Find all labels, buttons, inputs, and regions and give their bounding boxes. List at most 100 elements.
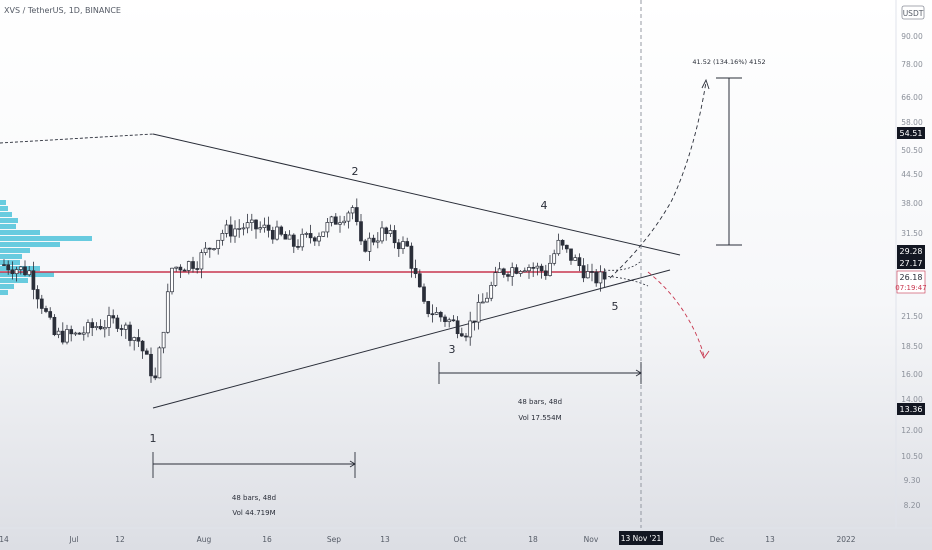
- candle-up: [249, 219, 254, 223]
- candle-up: [18, 266, 23, 270]
- candle-down: [98, 326, 103, 330]
- date-range-1[interactable]: [152, 452, 356, 478]
- candle-up: [73, 332, 78, 335]
- candle-down: [451, 319, 456, 322]
- currency-badge[interactable]: USDT: [903, 9, 924, 18]
- candle-down: [560, 239, 565, 246]
- svg-text:07:19:47: 07:19:47: [895, 284, 926, 292]
- range2-bars-label: 48 bars, 48d: [518, 398, 562, 406]
- candle-down: [405, 241, 410, 247]
- svg-text:13.36: 13.36: [900, 405, 923, 414]
- price-tick-label: 50.50: [901, 146, 923, 155]
- candle-down: [270, 230, 275, 240]
- candle-down: [6, 264, 11, 271]
- candle-down: [48, 311, 53, 318]
- bullish-projection-path[interactable]: [609, 81, 707, 279]
- descending-resistance-line[interactable]: [152, 133, 681, 256]
- candle-down: [2, 264, 6, 266]
- price-tick-label: 9.30: [904, 476, 921, 485]
- candle-up: [598, 271, 603, 284]
- candle-up: [233, 228, 237, 237]
- candle-up: [447, 319, 452, 323]
- wave-label-3: 3: [449, 343, 456, 356]
- currency-badge-box[interactable]: [901, 5, 925, 20]
- date-range-2[interactable]: [438, 362, 642, 384]
- time-tick-label: 18: [528, 535, 538, 544]
- wave-label-1: 1: [150, 432, 157, 445]
- candle-up: [65, 329, 69, 343]
- candle-up: [401, 241, 405, 250]
- candle-down: [39, 298, 44, 309]
- candle-up: [56, 330, 61, 336]
- bearish-projection-path[interactable]: [647, 271, 705, 357]
- volume-profile-bar: [0, 236, 92, 241]
- candle-down: [413, 268, 418, 275]
- candle-up: [186, 261, 191, 271]
- candle-down: [371, 237, 376, 243]
- candle-up: [535, 265, 540, 269]
- candle-up: [321, 231, 326, 237]
- candle-up: [346, 212, 351, 222]
- candle-up: [216, 239, 221, 249]
- candle-down: [308, 233, 313, 239]
- candle-up: [329, 216, 334, 223]
- wave-label-5: 5: [612, 300, 619, 313]
- price-tick-label: 38.00: [901, 199, 923, 208]
- candle-up: [287, 234, 292, 240]
- candle-down: [144, 350, 149, 355]
- price-tick-label: 44.50: [901, 170, 923, 179]
- volume-profile-bar: [0, 212, 12, 217]
- candle-up: [489, 285, 494, 299]
- candle-down: [119, 328, 124, 330]
- candle-down: [472, 320, 477, 323]
- price-label-top-target: 54.51: [897, 127, 925, 139]
- time-tick-label: 13: [765, 535, 775, 544]
- ascending-support-line[interactable]: [152, 269, 671, 409]
- candle-up: [552, 253, 557, 264]
- candle-down: [392, 230, 397, 244]
- candle-down: [569, 248, 573, 261]
- price-label-low: 13.36: [897, 403, 925, 415]
- candle-down: [409, 245, 414, 269]
- candle-up: [434, 312, 439, 315]
- target-label: 41.52 (134.16%) 4152: [692, 58, 765, 66]
- candle-up: [338, 222, 342, 225]
- candle-down: [111, 315, 116, 319]
- candle-down: [296, 246, 300, 248]
- time-axis[interactable]: 14 Jul 12 Aug 16 Sep 13 Oct 18 Nov Dec 13 2022: [0, 535, 856, 544]
- candle-down: [506, 274, 510, 277]
- candle-down: [149, 353, 153, 377]
- price-tick-label: 8.20: [904, 501, 921, 510]
- time-tick-label: Aug: [197, 535, 212, 544]
- candle-down: [564, 244, 569, 250]
- candle-down: [354, 207, 359, 222]
- candle-down: [23, 266, 27, 276]
- price-tick-label: 14.00: [901, 395, 923, 404]
- candle-up: [585, 271, 590, 279]
- price-tick-label: 12.00: [901, 426, 923, 435]
- range1-volume-label: Vol 44.719M: [232, 509, 275, 517]
- apex-projection-lower: [603, 275, 649, 287]
- candle-down: [501, 268, 506, 275]
- wave-label-4: 4: [541, 199, 548, 212]
- candle-down: [44, 308, 48, 312]
- price-tick-label: 16.00: [901, 370, 923, 379]
- price-tick-label: 18.50: [901, 342, 923, 351]
- resistance-extension-dashed[interactable]: [0, 133, 154, 144]
- candle-up: [262, 224, 267, 228]
- svg-text:13 Nov '21: 13 Nov '21: [621, 534, 662, 543]
- wave-label-2: 2: [352, 165, 359, 178]
- volume-profile-bar: [0, 242, 60, 247]
- volume-profile-bar: [0, 272, 54, 277]
- candle-up: [342, 220, 347, 224]
- candle-up: [485, 297, 489, 303]
- candle-up: [107, 315, 111, 328]
- candle-up: [224, 224, 229, 234]
- volume-profile-bar: [0, 284, 14, 289]
- candle-up: [170, 267, 174, 293]
- price-tick-label: 21.50: [901, 312, 923, 321]
- price-axis[interactable]: 90.00 78.00 66.00 58.00 50.50 44.50 38.00 31.50…: [901, 32, 923, 510]
- time-tick-label: 2022: [836, 535, 855, 544]
